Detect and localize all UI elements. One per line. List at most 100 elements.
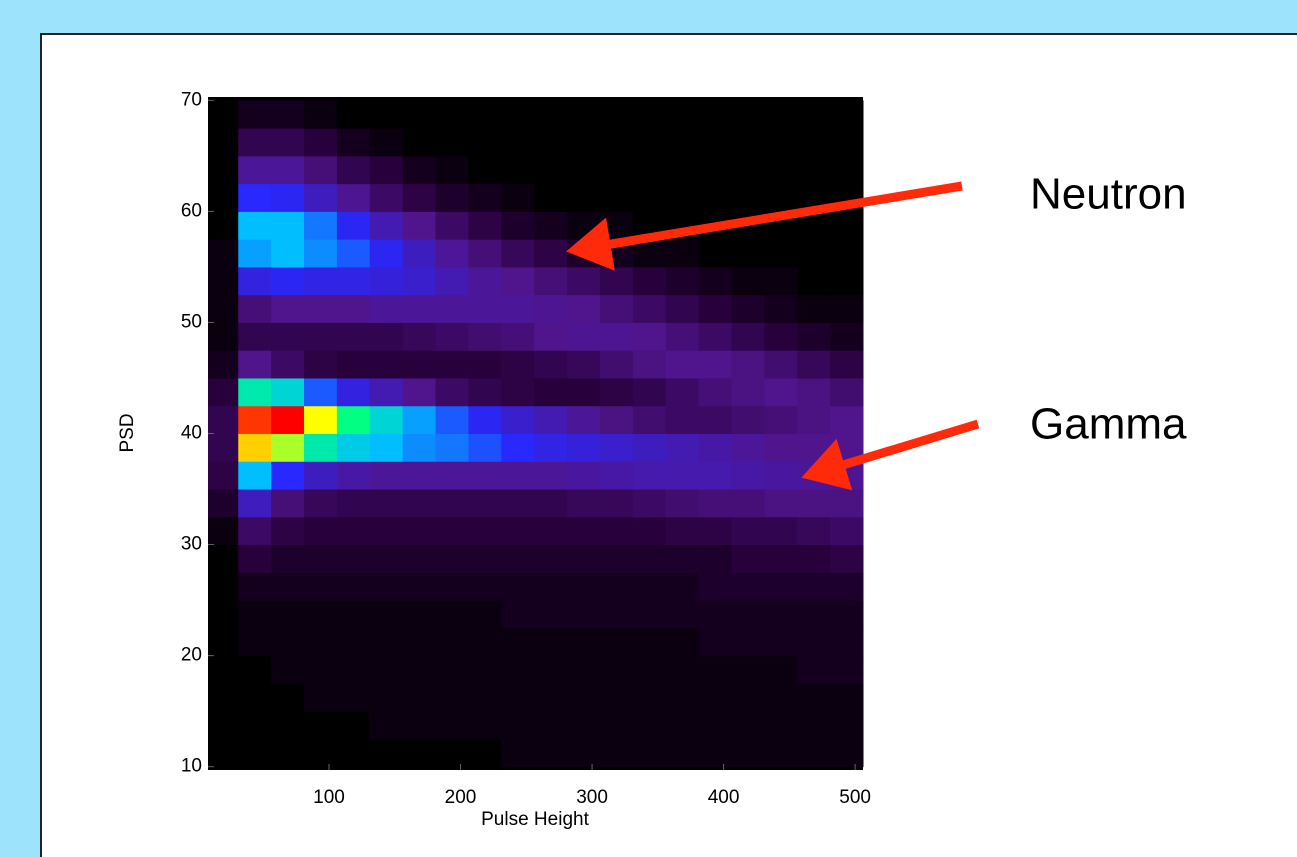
heatmap-cell: [208, 100, 239, 129]
heatmap-cell: [336, 266, 371, 296]
heatmap-cell: [336, 655, 371, 684]
annotation: Neutron: [1030, 170, 1187, 219]
heatmap-cell: [501, 461, 535, 490]
heatmap-cell: [731, 572, 765, 601]
heatmap-cell: [698, 266, 732, 296]
heatmap-cell: [534, 461, 568, 490]
heatmap-cell: [336, 627, 371, 657]
heatmap-cell: [567, 405, 601, 434]
heatmap-cell: [468, 489, 502, 518]
heatmap-cell: [271, 211, 305, 240]
heatmap-cell: [797, 377, 831, 407]
heatmap-cell: [271, 516, 305, 546]
heatmap-cell: [208, 600, 239, 629]
heatmap-cell: [632, 405, 667, 434]
heatmap-cell: [764, 405, 798, 434]
heatmap-cell: [501, 738, 535, 768]
heatmap-cell: [238, 711, 272, 740]
heatmap-cell: [435, 266, 469, 296]
heatmap-cell: [369, 461, 404, 490]
heatmap-cell: [731, 350, 765, 379]
heatmap-cell: [830, 322, 864, 351]
heatmap-cell: [534, 433, 568, 462]
heatmap-cell: [830, 128, 864, 157]
y-tick-label: 40: [181, 423, 202, 444]
heatmap-cell: [468, 266, 502, 296]
heatmap-cell: [501, 489, 535, 518]
heatmap-cell: [632, 711, 667, 740]
heatmap-cell: [830, 211, 864, 240]
heatmap-cell: [435, 128, 469, 157]
heatmap-cell: [402, 183, 437, 212]
heatmap-cell: [238, 600, 272, 629]
arrow: [566, 181, 963, 271]
heatmap-cell: [632, 544, 667, 573]
heatmap-cell: [304, 600, 338, 629]
heatmap-cell: [369, 572, 404, 601]
heatmap-cell: [599, 100, 634, 129]
heatmap-cell: [797, 711, 831, 740]
heatmap-cell: [534, 266, 568, 296]
heatmap-cell: [468, 544, 502, 573]
heatmap-cell: [501, 294, 535, 323]
heatmap-cell: [238, 183, 272, 212]
arrow: [801, 419, 980, 491]
heatmap-cell: [336, 211, 371, 240]
heatmap-cell: [468, 239, 502, 268]
heatmap-cell: [665, 655, 700, 684]
heatmap-cell: [830, 738, 864, 768]
heatmap-cell: [238, 266, 272, 296]
heatmap-cell: [534, 600, 568, 629]
heatmap-cell: [599, 322, 634, 351]
heatmap-cell: [435, 461, 469, 490]
heatmap-cell: [271, 461, 305, 490]
heatmap-cell: [632, 572, 667, 601]
heatmap-cell: [468, 627, 502, 657]
heatmap-cell: [665, 433, 700, 462]
heatmap-cell: [336, 239, 371, 268]
heatmap-cell: [468, 711, 502, 740]
heatmap-cell: [501, 322, 535, 351]
heatmap-cell: [764, 711, 798, 740]
heatmap-cell: [336, 738, 371, 768]
heatmap-cell: [435, 350, 469, 379]
heatmap-cell: [501, 683, 535, 712]
heatmap-cell: [468, 100, 502, 129]
heatmap-cell: [797, 266, 831, 296]
heatmap-cell: [534, 655, 568, 684]
heatmap-cell: [336, 377, 371, 407]
heatmap-cell: [304, 461, 338, 490]
heatmap-cell: [402, 461, 437, 490]
heatmap-cell: [797, 600, 831, 629]
heatmap-cell: [304, 683, 338, 712]
x-tick-label: 400: [708, 787, 740, 808]
heatmap-cell: [599, 489, 634, 518]
heatmap-cell: [731, 239, 765, 268]
heatmap-cell: [534, 627, 568, 657]
heatmap-cell: [632, 322, 667, 351]
heatmap-cell: [764, 128, 798, 157]
heatmap-cell: [599, 655, 634, 684]
heatmap-cell: [501, 100, 535, 129]
heatmap-cell: [402, 350, 437, 379]
heatmap-cell: [208, 544, 239, 573]
heatmap-cell: [830, 294, 864, 323]
heatmap-cell: [534, 183, 568, 212]
heatmap-cell: [599, 461, 634, 490]
heatmap-cell: [208, 461, 239, 490]
heatmap-cell: [468, 183, 502, 212]
heatmap-cell: [402, 738, 437, 768]
heatmap-cell: [698, 155, 732, 185]
heatmap-cell: [271, 600, 305, 629]
heatmap-cell: [830, 266, 864, 296]
heatmap-cell: [369, 738, 404, 768]
heatmap-cell: [271, 266, 305, 296]
heatmap-cell: [698, 600, 732, 629]
heatmap-cell: [567, 655, 601, 684]
heatmap-cell: [698, 294, 732, 323]
heatmap-cell: [501, 211, 535, 240]
y-tick-label: 50: [181, 311, 202, 332]
heatmap-cell: [402, 155, 437, 185]
heatmap-cell: [567, 322, 601, 351]
